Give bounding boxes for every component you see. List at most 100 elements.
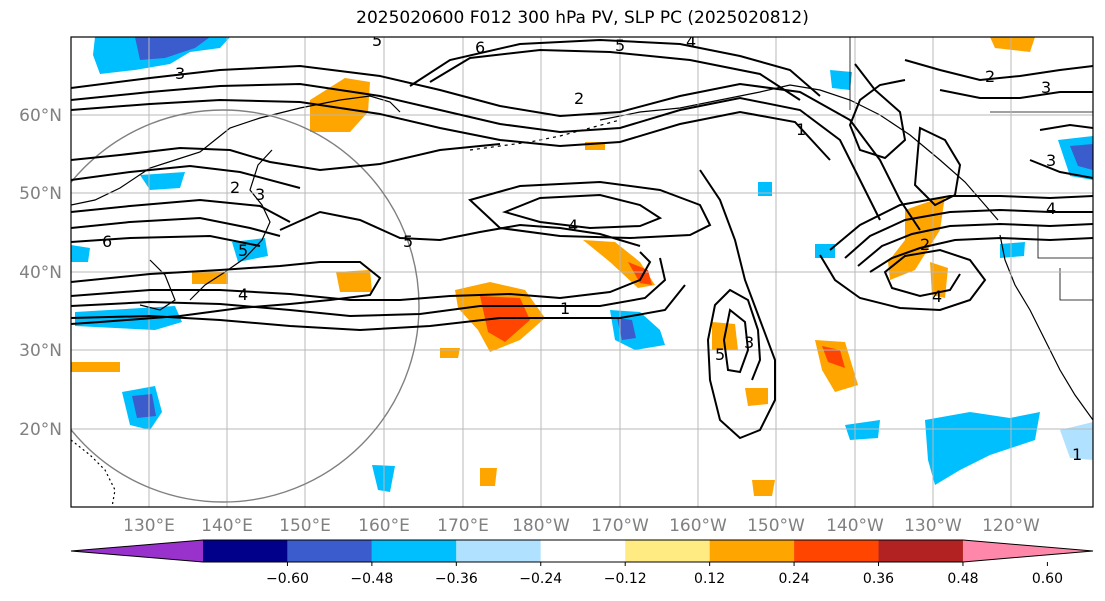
colorbar-extend-min: [71, 540, 203, 562]
contour-line: [722, 308, 750, 374]
contour-line: [848, 63, 907, 160]
contour-label: 5: [403, 232, 413, 251]
latitude-label: 50°N: [19, 184, 62, 204]
pv-negative-area: [815, 244, 835, 258]
colorbar-extend-max: [963, 540, 1093, 562]
colorbar-segment: [878, 540, 963, 562]
contour-line: [468, 180, 712, 240]
contour-line: [501, 193, 663, 230]
pv-negative-core: [135, 37, 210, 60]
contour-line: [71, 216, 281, 237]
contour-label: 1: [560, 299, 570, 318]
colorbar-tick-label: −0.12: [604, 571, 647, 587]
contour-line: [844, 208, 1093, 259]
contour-label: 5: [715, 345, 725, 364]
contour-line: [71, 261, 382, 325]
contour-label: 4: [932, 287, 942, 306]
contour-label: 4: [1046, 199, 1056, 218]
contour-label: 2: [920, 235, 930, 254]
pv-positive-area: [990, 37, 1035, 52]
contour-label: 3: [744, 333, 754, 352]
contour-label-group: 3 6 5 5 4 2 3 3 2 6 5 5 4 1 4 2 3 2 4 3 …: [102, 31, 1082, 464]
colorbar-tick-label: 0.12: [694, 571, 725, 587]
colorbar-segment: [203, 540, 288, 562]
slp-contours: [71, 38, 1093, 440]
contour-label: 5: [615, 36, 625, 55]
longitude-label: 150°E: [279, 516, 331, 536]
contour-line: [71, 64, 921, 231]
contour-label: 3: [1041, 78, 1051, 97]
coastline-asia: [71, 95, 401, 206]
pv-negative-area: [830, 70, 852, 90]
contour-line: [71, 198, 291, 223]
colorbar-outline: [70, 539, 1094, 563]
pv-negative-core: [1070, 144, 1093, 170]
latitude-label: 20°N: [19, 420, 62, 440]
pv-negative-area: [140, 172, 185, 190]
pv-positive-area: [336, 270, 372, 292]
border-us-states: [1037, 225, 1093, 301]
contour-line: [829, 195, 1093, 251]
graticule: [71, 37, 1093, 507]
colorbar-segment: [540, 540, 626, 562]
longitude-label: 120°W: [982, 516, 1040, 536]
longitude-label: 160°W: [669, 516, 727, 536]
colorbar-segment: [794, 540, 879, 562]
contour-line: [71, 143, 501, 172]
contour-label: 4: [238, 285, 248, 304]
colorbar-segment: [625, 540, 710, 562]
contour-line: [429, 48, 801, 101]
contour-line: [71, 164, 301, 189]
colorbar-tick-labels: −0.60 −0.48 −0.36 −0.24 −0.12 0.12 0.24 0.36 0.4…: [266, 571, 1063, 587]
borders: [849, 37, 1093, 301]
pv-positive-area: [752, 480, 775, 496]
contour-label: 2: [985, 67, 995, 86]
contour-line: [409, 38, 821, 97]
pv-negative-area: [75, 306, 182, 330]
longitude-label: 170°W: [591, 516, 649, 536]
colorbar-tick-label: −0.48: [350, 571, 393, 587]
contour-line: [1029, 123, 1093, 179]
coastline-aleutians: [469, 119, 621, 151]
pv-negative-core: [617, 318, 636, 340]
pv-negative-area: [758, 182, 772, 196]
pv-positive-core: [822, 346, 845, 368]
pv-positive-area: [71, 362, 120, 372]
latitude-labels: 60°N 50°N 40°N 30°N 20°N: [19, 106, 62, 440]
colorbar-tick-label: 0.48: [947, 571, 978, 587]
latitude-label: 40°N: [19, 263, 62, 283]
pv-positive-area: [192, 272, 228, 284]
pv-negative-area: [71, 245, 90, 262]
contour-label: 2: [574, 89, 584, 108]
longitude-label: 140°E: [201, 516, 253, 536]
pv-negative-area: [1060, 422, 1093, 460]
contour-label: 2: [230, 178, 240, 197]
coastline-north-america: [999, 234, 1093, 421]
contour-line: [279, 210, 641, 247]
contour-line: [913, 126, 962, 207]
pv-positive-area: [745, 388, 768, 406]
pv-negative-area: [845, 420, 880, 440]
colorbar-tick-label: −0.24: [519, 571, 562, 587]
longitude-label: 150°W: [747, 516, 805, 536]
contour-line: [71, 257, 667, 318]
longitude-label: 170°E: [437, 516, 489, 536]
contour-label: 3: [1046, 151, 1056, 170]
colorbar-tick-label: −0.60: [266, 571, 309, 587]
reference-circle: [71, 109, 420, 503]
contour-label: 5: [372, 31, 382, 50]
colorbar-tick-label: 0.60: [1032, 571, 1063, 587]
contour-label: 1: [1072, 445, 1082, 464]
contour-line: [819, 248, 987, 312]
contour-line: [857, 222, 1093, 267]
longitude-label: 160°E: [358, 516, 410, 536]
colorbar-segment: [371, 540, 457, 562]
coastline-korea: [139, 259, 176, 311]
contour-label: 3: [255, 185, 265, 204]
longitude-label: 140°W: [826, 516, 884, 536]
colorbar-segment: [456, 540, 541, 562]
contour-label: 4: [686, 32, 696, 51]
contour-label: 6: [475, 38, 485, 57]
map-panel: 3 6 5 5 4 2 3 3 2 6 5 5 4 1 4 2 3 2 4 3 …: [71, 31, 1093, 507]
